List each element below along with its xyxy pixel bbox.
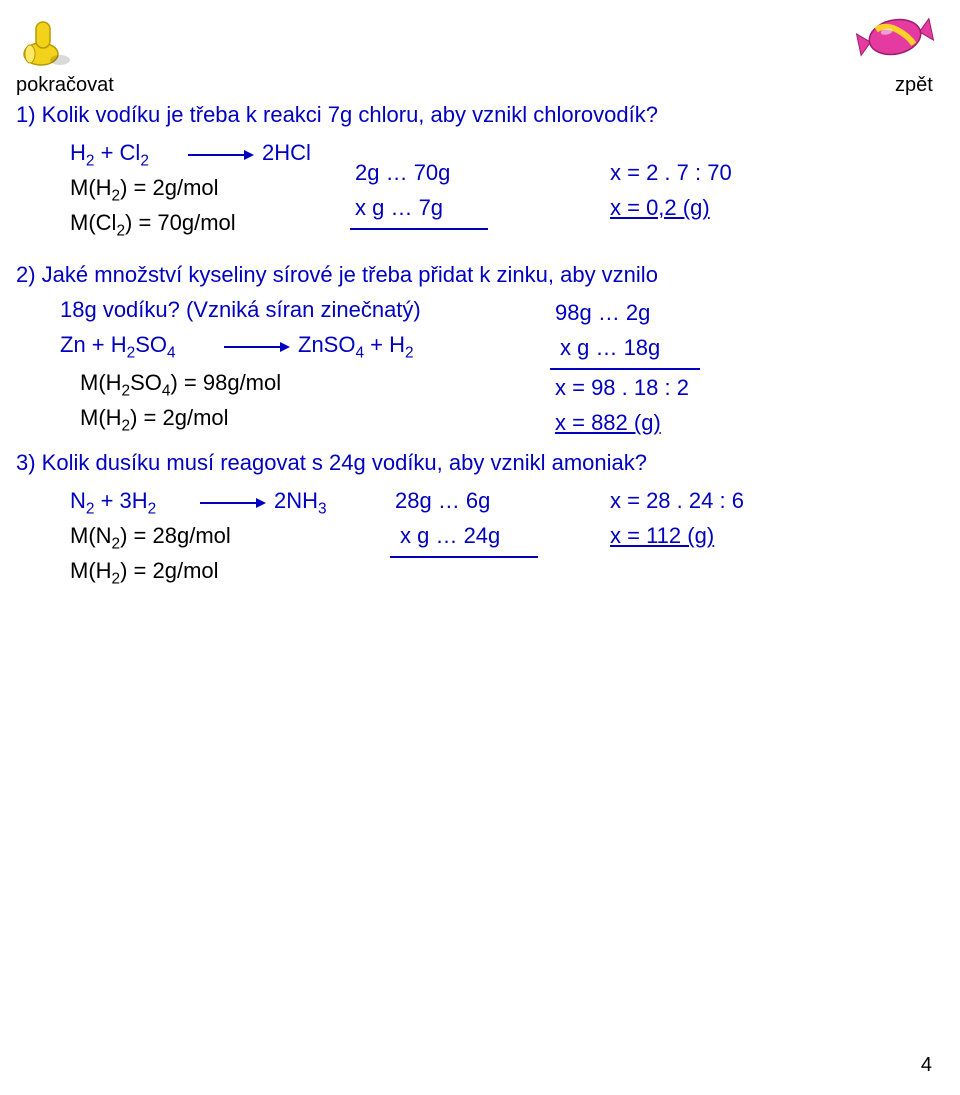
q3-text: 3) Kolik dusíku musí reagovat s 24g vodí… xyxy=(16,450,936,476)
q2-prop2: x g … 18g xyxy=(560,335,660,361)
q2-text2: 18g vodíku? (Vzniká síran zinečnatý) xyxy=(60,297,421,323)
q2-m1: M(H2SO4) = 98g/mol xyxy=(80,370,281,400)
q3-prop1: 28g … 6g xyxy=(395,488,490,514)
arrow-icon xyxy=(222,338,292,356)
q3-calc1: x = 28 . 24 : 6 xyxy=(610,488,744,514)
q3-prop2: x g … 24g xyxy=(400,523,500,549)
q3-rule xyxy=(390,556,538,558)
q2-m2: M(H2) = 2g/mol xyxy=(80,405,229,435)
q1-eq-lhs: H2 + Cl2 xyxy=(70,140,149,170)
q3-m1: M(N2) = 28g/mol xyxy=(70,523,231,553)
q2-text1: 2) Jaké množství kyseliny sírové je třeb… xyxy=(16,262,936,288)
continue-label[interactable]: pokračovat xyxy=(16,74,114,97)
q1-rule xyxy=(350,228,488,230)
q2-calc2: x = 882 (g) xyxy=(555,410,661,436)
q2-calc1: x = 98 . 18 : 2 xyxy=(555,375,689,401)
q3-eq-lhs: N2 + 3H2 xyxy=(70,488,156,518)
q1-prop2: x g … 7g xyxy=(355,195,443,221)
q2-rule xyxy=(550,368,700,370)
q3-calc2: x = 112 (g) xyxy=(610,523,714,549)
q1-m1: M(H2) = 2g/mol xyxy=(70,175,219,205)
q2-eq-rhs: ZnSO4 + H2 xyxy=(298,332,414,362)
q1-eq-rhs: 2HCl xyxy=(262,140,311,166)
arrow-icon xyxy=(186,146,256,164)
q1-prop1: 2g … 70g xyxy=(355,160,450,186)
arrow-icon xyxy=(198,494,268,512)
candy-icon xyxy=(850,8,940,72)
thumbs-up-icon xyxy=(16,8,78,76)
q1-calc1: x = 2 . 7 : 70 xyxy=(610,160,732,186)
q2-eq-lhs: Zn + H2SO4 xyxy=(60,332,176,362)
q1-calc2: x = 0,2 (g) xyxy=(610,195,710,221)
back-label[interactable]: zpět xyxy=(895,74,933,97)
q3-m2: M(H2) = 2g/mol xyxy=(70,558,219,588)
q2-prop1: 98g … 2g xyxy=(555,300,650,326)
q1-text: 1) Kolik vodíku je třeba k reakci 7g chl… xyxy=(16,102,936,128)
q1-m2: M(Cl2) = 70g/mol xyxy=(70,210,236,240)
q3-eq-rhs: 2NH3 xyxy=(274,488,327,518)
page-number: 4 xyxy=(921,1054,932,1077)
